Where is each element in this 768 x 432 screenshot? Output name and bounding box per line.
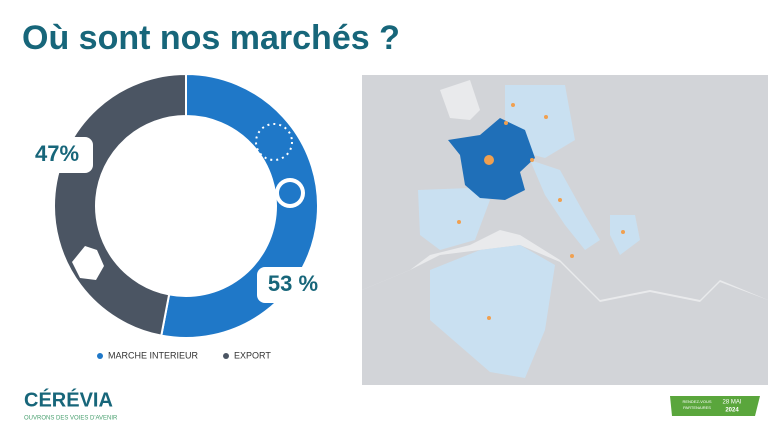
badge-year: 2024 xyxy=(725,408,739,414)
icon-eu xyxy=(255,123,293,161)
badge: RENDEZ-VOUS PARTENAIRES 28 MAI 2024 xyxy=(670,396,760,416)
country-light xyxy=(610,215,640,255)
legend-label: MARCHE INTERIEUR xyxy=(108,350,199,360)
value-label: 53 % xyxy=(268,271,318,296)
chart-title: Où sont nos marchés ? xyxy=(22,19,400,57)
icon-globe-inner xyxy=(279,182,301,204)
logo-tagline: OUVRONS DES VOIES D'AVENIR xyxy=(24,416,118,422)
uk-sea xyxy=(440,80,480,120)
map-dots xyxy=(457,103,625,320)
badge-date: 28 MAI xyxy=(722,400,741,406)
icon-france xyxy=(72,246,104,280)
legend-marker xyxy=(223,353,230,359)
country-light xyxy=(530,160,600,250)
legend-label: EXPORT xyxy=(234,350,271,360)
legend-marker xyxy=(97,353,103,359)
badge-line: PARTENAIRES xyxy=(683,405,711,410)
map-dot xyxy=(484,155,494,165)
badge-line: RENDEZ-VOUS xyxy=(682,399,711,404)
slice xyxy=(53,72,187,337)
logo: CÉRÉVIA xyxy=(24,388,113,411)
value-label-bg xyxy=(21,137,93,173)
value-label-bg xyxy=(257,267,329,303)
map xyxy=(362,75,768,385)
country-light xyxy=(430,245,555,378)
value-label: 47% xyxy=(35,141,79,166)
country-light xyxy=(418,188,490,250)
